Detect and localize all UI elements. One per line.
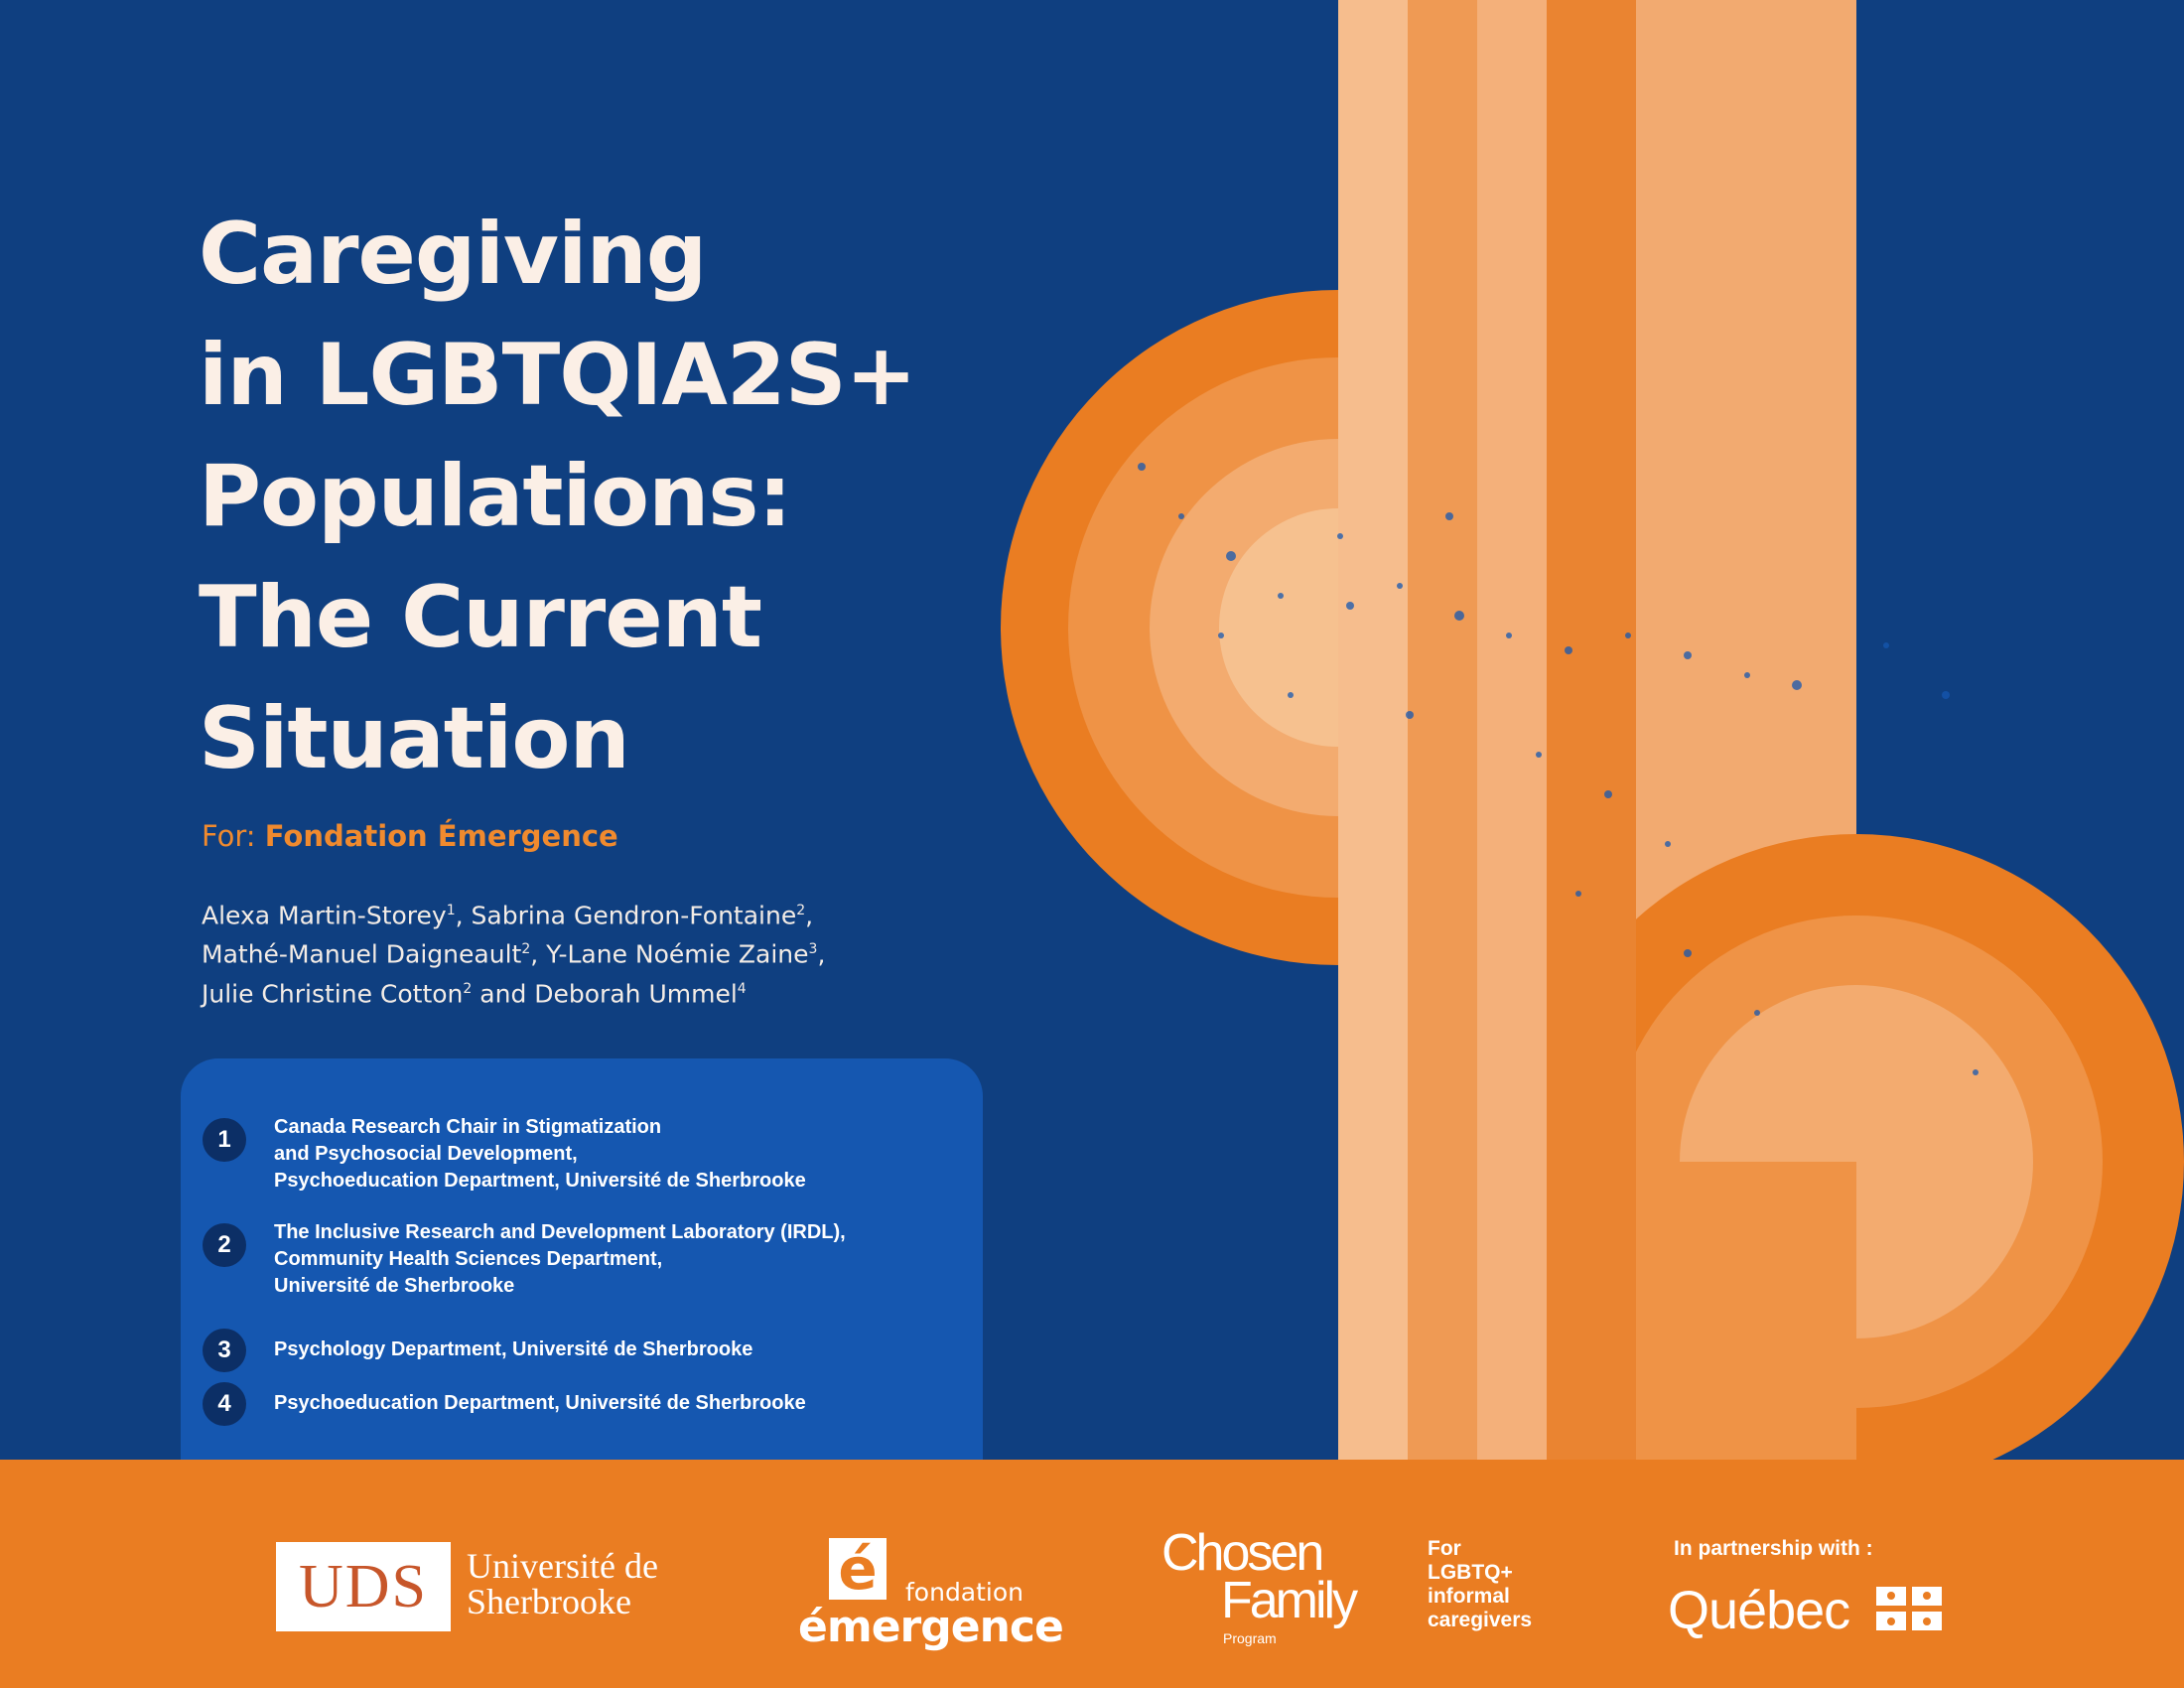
decorative-stripes-artwork: [1001, 0, 2184, 1460]
author-list: Alexa Martin-Storey1, Sabrina Gendron-Fo…: [202, 894, 825, 1011]
author-separator: ,: [805, 901, 814, 930]
quebec-fleur-de-lis-flag-icon: [1876, 1587, 1942, 1630]
author-affiliation-ref: 2: [796, 903, 806, 918]
affiliation-text: Canada Research Chair in Stigmatization …: [274, 1114, 806, 1195]
fondation-emergence-mark: é: [829, 1538, 887, 1600]
fondation-emergence-logo: é fondation émergence: [794, 1534, 1064, 1652]
chosen-family-tagline: For LGBTQ+ informal caregivers: [1428, 1537, 1532, 1632]
report-title: Caregiving in LGBTQIA2S+ Populations: Th…: [199, 194, 1013, 799]
author-name: Y-Lane Noémie Zaine: [546, 939, 809, 969]
prepared-for-label: For:: [202, 819, 256, 853]
author-separator: ,: [530, 939, 547, 969]
uds-wordmark-line: Université de: [467, 1546, 658, 1586]
chosen-family-program-label: Program: [1223, 1630, 1277, 1646]
author-separator: ,: [817, 939, 826, 969]
author-affiliation-ref: 3: [808, 941, 818, 958]
uds-monogram: UDS: [276, 1542, 451, 1631]
author-line: Alexa Martin-Storey1, Sabrina Gendron-Fo…: [202, 894, 825, 932]
affiliations-panel: 1 Canada Research Chair in Stigmatizatio…: [181, 1058, 983, 1476]
tagline-line: informal: [1428, 1585, 1510, 1608]
affiliation-line: and Psychosocial Development,: [274, 1143, 578, 1165]
affiliation-number-badge: 4: [203, 1382, 246, 1426]
universite-de-sherbrooke-logo: UDS Université de Sherbrooke: [276, 1542, 693, 1631]
affiliation-line: The Inclusive Research and Development L…: [274, 1221, 846, 1243]
title-line: in LGBTQIA2S+: [199, 326, 917, 425]
affiliation-line: Université de Sherbrooke: [274, 1275, 515, 1297]
author-name: Sabrina Gendron-Fontaine: [471, 901, 797, 930]
tagline-line: caregivers: [1428, 1609, 1533, 1631]
affiliation-line: Canada Research Chair in Stigmatization: [274, 1116, 662, 1138]
author-affiliation-ref: 1: [446, 903, 456, 918]
affiliation-line: Psychoeducation Department, Université d…: [274, 1392, 806, 1414]
chosen-family-program-logo: Chosen Family Program For LGBTQ+ informa…: [1161, 1527, 1539, 1656]
fondation-emergence-wordmark: émergence: [798, 1602, 1064, 1652]
title-line: Caregiving: [199, 205, 707, 304]
author-line: Mathé-Manuel Daigneault2, Y-Lane Noémie …: [202, 932, 825, 971]
quebec-partner-logo: In partnership with : Québec: [1668, 1537, 1985, 1646]
uds-wordmark-line: Sherbrooke: [467, 1582, 631, 1621]
affiliation-line: Psychoeducation Department, Université d…: [274, 1170, 806, 1192]
prepared-for-line: For: Fondation Émergence: [202, 819, 618, 853]
author-affiliation-ref: 2: [521, 941, 531, 958]
affiliation-number-badge: 1: [203, 1118, 246, 1162]
tagline-line: LGBTQ+: [1428, 1561, 1513, 1584]
author-separator: ,: [455, 901, 472, 930]
title-line: Populations:: [199, 447, 792, 546]
prepared-for-organization: Fondation Émergence: [264, 819, 618, 853]
author-name: Julie Christine Cotton: [202, 978, 464, 1008]
affiliation-text: Psychoeducation Department, Université d…: [274, 1390, 806, 1417]
author-affiliation-ref: 2: [463, 980, 473, 997]
affiliation-text: The Inclusive Research and Development L…: [274, 1219, 846, 1300]
tagline-line: For: [1428, 1537, 1461, 1560]
author-name: Mathé-Manuel Daigneault: [202, 939, 522, 969]
author-name: Alexa Martin-Storey: [202, 901, 447, 930]
fondation-emergence-fondation: fondation: [905, 1578, 1024, 1607]
quebec-wordmark: Québec: [1668, 1581, 1850, 1640]
author-separator: and: [472, 978, 535, 1008]
title-line: Situation: [199, 689, 630, 788]
chosen-family-word-family: Family: [1221, 1572, 1358, 1629]
title-line: The Current: [199, 568, 762, 667]
chosen-family-word-chosen: Chosen: [1161, 1524, 1324, 1582]
affiliation-line: Community Health Sciences Department,: [274, 1248, 663, 1270]
affiliation-number-badge: 2: [203, 1223, 246, 1267]
author-name: Deborah Ummel: [534, 978, 738, 1008]
author-affiliation-ref: 4: [737, 980, 747, 997]
uds-wordmark: Université de Sherbrooke: [467, 1548, 658, 1619]
partnership-label: In partnership with :: [1674, 1537, 1873, 1560]
affiliation-text: Psychology Department, Université de She…: [274, 1336, 752, 1363]
author-line: Julie Christine Cotton2 and Deborah Umme…: [202, 972, 825, 1011]
affiliation-line: Psychology Department, Université de She…: [274, 1338, 753, 1360]
affiliation-number-badge: 3: [203, 1329, 246, 1372]
